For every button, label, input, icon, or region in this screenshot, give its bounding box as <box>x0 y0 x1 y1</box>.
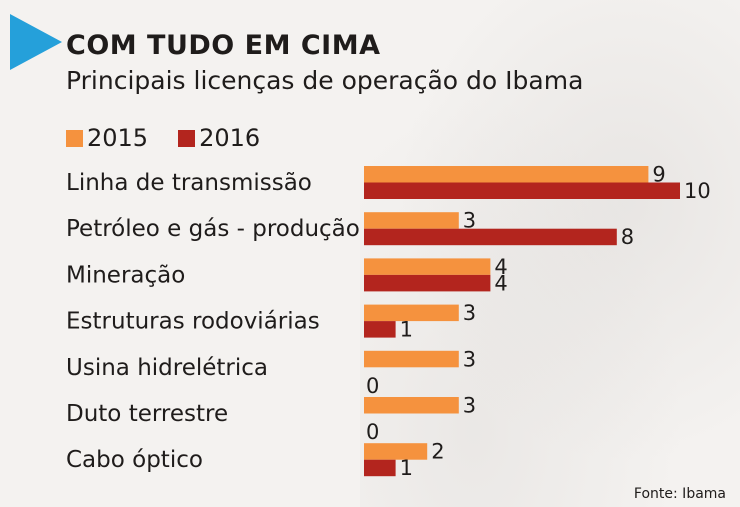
value-label-mineracao-2016: 4 <box>494 271 507 295</box>
bar-estruturas-rodoviarias-2015 <box>364 304 459 322</box>
bar-linha-de-transmissao-2015 <box>364 166 649 183</box>
value-label-usina-hidreletrica-2016: 0 <box>366 374 379 398</box>
bar-usina-hidreletrica-2015 <box>364 350 459 368</box>
legend-label-2016: 2016 <box>199 124 261 152</box>
value-label-cabo-optico-2015: 2 <box>431 440 444 464</box>
chart-title: COM TUDO EM CIMA <box>66 30 381 61</box>
legend-swatch-2016 <box>178 129 196 147</box>
category-label-petroleo-e-gas-producao: Petróleo e gás - produção <box>66 216 360 242</box>
category-label-linha-de-transmissao: Linha de transmissão <box>66 170 312 196</box>
bar-mineracao-2016 <box>364 274 491 292</box>
bar-cabo-optico-2015 <box>364 443 428 460</box>
legend-item-2016: 2016 <box>178 124 260 152</box>
accent-triangle-icon <box>10 14 62 70</box>
bar-linha-de-transmissao-2016 <box>364 182 680 199</box>
legend-label-2015: 2015 <box>87 124 149 152</box>
value-label-duto-terrestre-2016: 0 <box>366 420 379 444</box>
value-label-cabo-optico-2016: 1 <box>400 456 413 480</box>
chart-subtitle: Principais licenças de operação do Ibama <box>66 66 584 95</box>
bar-petroleo-e-gas-producao-2015 <box>364 212 459 229</box>
bar-mineracao-2015 <box>364 258 491 275</box>
value-label-estruturas-rodoviarias-2015: 3 <box>463 301 476 325</box>
value-label-petroleo-e-gas-producao-2016: 8 <box>621 225 634 249</box>
legend: 2015 2016 <box>66 124 290 152</box>
legend-swatch-2015 <box>66 129 83 147</box>
category-label-duto-terrestre: Duto terrestre <box>66 401 228 427</box>
value-label-estruturas-rodoviarias-2016: 1 <box>400 318 413 342</box>
bar-cabo-optico-2016 <box>364 459 396 477</box>
category-label-cabo-optico: Cabo óptico <box>66 447 203 473</box>
background-texture <box>360 0 740 507</box>
category-label-estruturas-rodoviarias: Estruturas rodoviárias <box>66 309 320 335</box>
legend-item-2015: 2015 <box>66 124 148 152</box>
value-label-duto-terrestre-2015: 3 <box>463 394 476 418</box>
bar-petroleo-e-gas-producao-2016 <box>364 228 617 246</box>
value-label-usina-hidreletrica-2015: 3 <box>463 347 476 371</box>
value-label-linha-de-transmissao-2015: 9 <box>652 163 665 187</box>
category-label-usina-hidreletrica: Usina hidrelétrica <box>66 355 268 381</box>
value-label-mineracao-2015: 4 <box>494 255 507 279</box>
category-label-mineracao: Mineração <box>66 262 185 288</box>
bar-duto-terrestre-2015 <box>364 397 459 414</box>
bar-estruturas-rodoviarias-2016 <box>364 321 396 338</box>
source-note: Fonte: Ibama <box>633 486 726 502</box>
value-label-petroleo-e-gas-producao-2015: 3 <box>463 209 476 233</box>
value-label-linha-de-transmissao-2016: 10 <box>684 179 711 203</box>
